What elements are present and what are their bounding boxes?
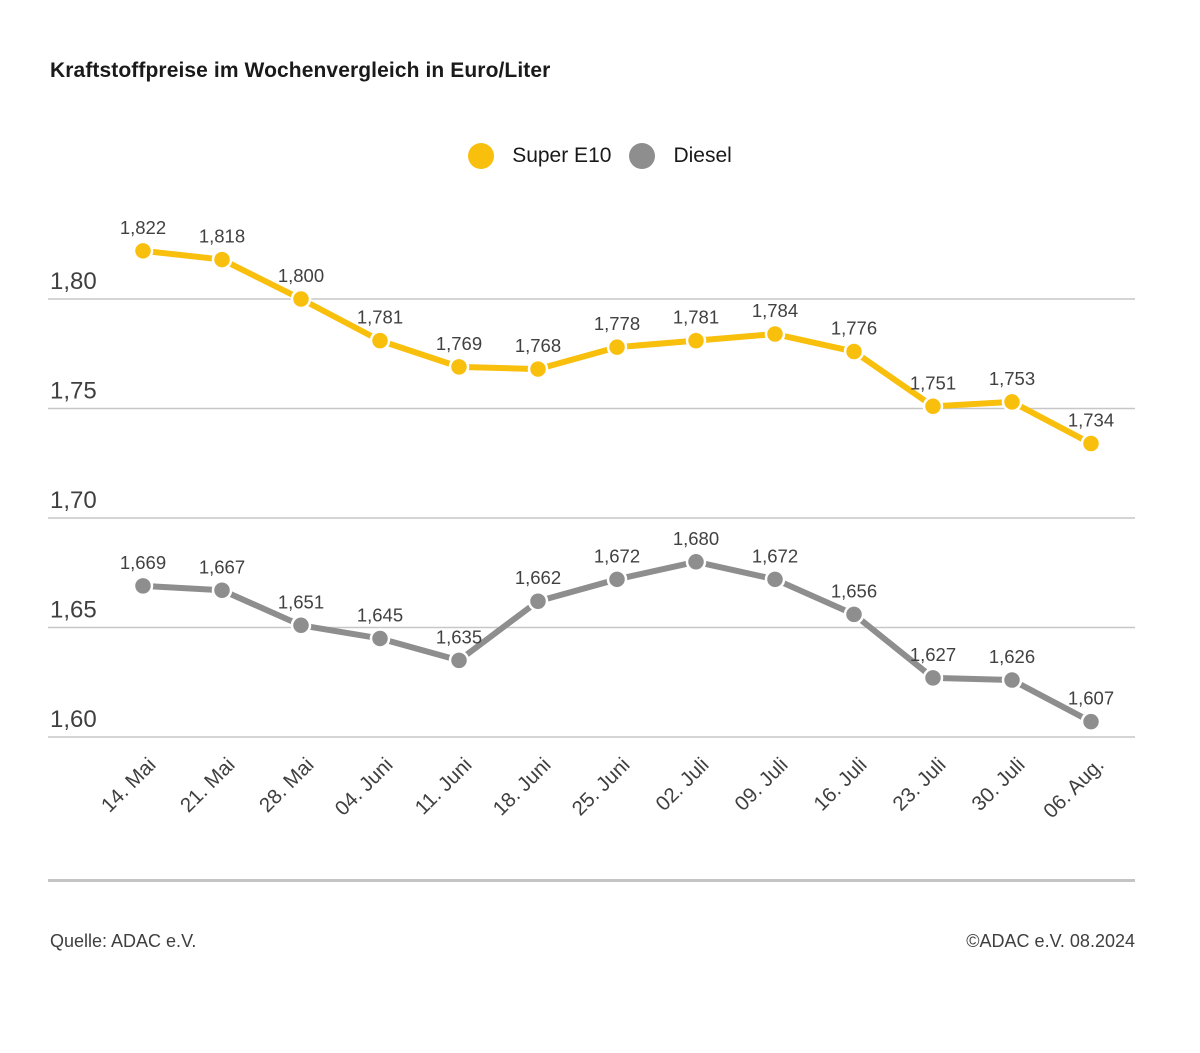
data-label-super-e10: 1,751 [910,372,956,393]
data-label-diesel: 1,627 [910,644,956,665]
legend-label-diesel: Diesel [673,144,732,167]
data-label-super-e10: 1,781 [357,307,403,328]
data-point-diesel [843,604,865,625]
data-point-super-e10 [685,330,707,351]
x-axis-tick-label: 09. Juli [730,753,792,815]
data-label-diesel: 1,645 [357,604,403,625]
x-axis-tick-label: 28. Mai [255,753,319,817]
legend-marker-diesel-icon [629,143,656,169]
x-axis-tick-label: 30. Juli [967,753,1029,815]
data-label-super-e10: 1,822 [120,217,166,238]
data-point-super-e10 [1080,433,1102,454]
data-point-diesel [369,628,391,649]
legend-marker-super-e10-icon [468,143,495,169]
data-label-super-e10: 1,818 [199,226,245,247]
data-label-diesel: 1,656 [831,580,877,601]
data-label-super-e10: 1,734 [1068,410,1114,431]
data-label-super-e10: 1,800 [278,265,324,286]
data-label-super-e10: 1,784 [752,300,798,321]
data-label-diesel: 1,662 [515,567,561,588]
data-point-super-e10 [527,358,549,380]
data-point-diesel [1080,711,1102,732]
data-label-super-e10: 1,769 [436,333,482,354]
y-axis-tick-label: 1,70 [50,487,97,514]
data-label-diesel: 1,667 [199,556,245,577]
x-axis-tick-label: 16. Juli [809,753,871,815]
data-point-diesel [290,615,312,636]
y-axis-tick-label: 1,60 [50,706,97,733]
data-point-diesel [211,580,233,601]
data-point-super-e10 [369,330,391,351]
data-point-diesel [606,569,628,590]
data-label-super-e10: 1,778 [594,313,640,334]
data-point-super-e10 [606,336,628,358]
source-note: Quelle: ADAC e.V. [50,931,197,951]
data-label-diesel: 1,607 [1068,688,1114,709]
data-label-diesel: 1,672 [594,545,640,566]
legend-label-super-e10: Super E10 [512,144,612,167]
chart-title: Kraftstoffpreise im Wochenvergleich in E… [50,59,551,82]
x-axis-tick-label: 14. Mai [97,753,161,817]
data-label-diesel: 1,635 [436,626,482,647]
data-label-diesel: 1,680 [673,528,719,549]
data-point-super-e10 [448,356,470,378]
data-point-super-e10 [132,240,154,262]
data-label-diesel: 1,651 [278,591,324,612]
legend-item-diesel: Diesel [629,143,732,169]
data-point-super-e10 [843,341,865,362]
x-axis-tick-label: 18. Juni [488,753,555,820]
data-label-diesel: 1,626 [989,646,1035,667]
data-point-super-e10 [922,396,944,417]
chart-legend: Super E10 Diesel [0,143,1200,169]
data-label-super-e10: 1,781 [673,307,719,328]
data-label-super-e10: 1,768 [515,335,561,356]
data-point-diesel [764,569,786,590]
data-label-diesel: 1,672 [752,545,798,566]
data-point-diesel [685,551,707,573]
x-axis-tick-label: 23. Juli [888,753,950,815]
x-axis-tick-label: 11. Juni [411,753,477,819]
y-axis-tick-label: 1,75 [50,378,97,405]
data-point-super-e10 [764,323,786,345]
x-axis-tick-label: 25. Juni [567,753,634,820]
data-label-super-e10: 1,753 [989,368,1035,389]
legend-item-super-e10: Super E10 [468,143,611,169]
y-axis-tick-label: 1,65 [50,597,97,624]
x-axis-tick-label: 04. Juni [330,753,397,820]
x-axis-tick-label: 06. Aug. [1039,753,1108,822]
data-point-diesel [448,650,470,671]
data-point-diesel [1001,669,1023,691]
data-point-super-e10 [290,288,312,310]
data-point-super-e10 [211,249,233,270]
x-axis-tick-label: 02. Juli [651,753,713,815]
data-label-super-e10: 1,776 [831,318,877,339]
y-axis-tick-label: 1,80 [50,268,97,295]
data-point-diesel [527,590,549,612]
data-point-diesel [922,667,944,689]
data-point-diesel [132,575,154,597]
data-label-diesel: 1,669 [120,552,166,573]
copyright-note: ©ADAC e.V. 08.2024 [966,931,1135,951]
data-point-super-e10 [1001,391,1023,413]
footer-divider [48,879,1135,882]
x-axis-tick-label: 21. Mai [176,753,240,817]
